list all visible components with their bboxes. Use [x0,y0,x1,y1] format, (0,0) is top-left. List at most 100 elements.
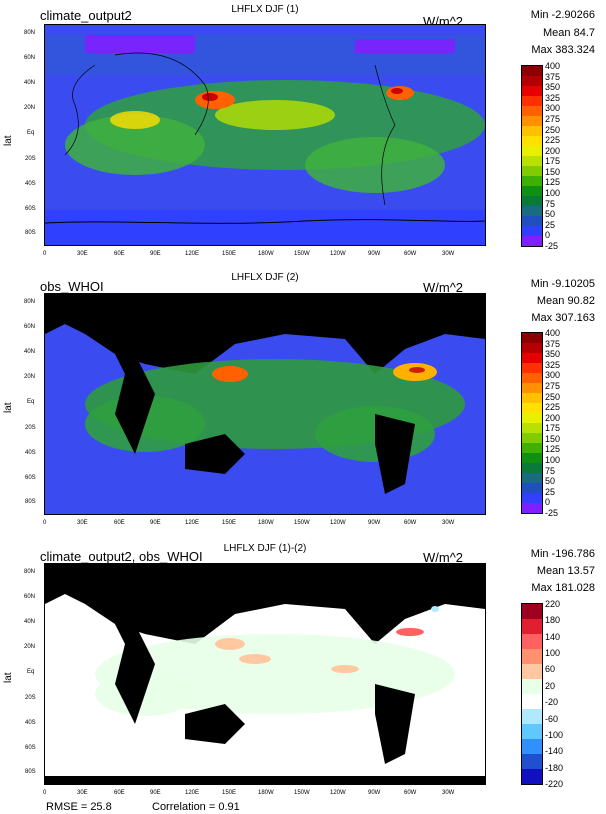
lon-tick: 0 [43,790,47,796]
colorbar-segment [522,383,542,393]
colorbar-segment [522,156,542,166]
lat-tick: 20N [24,105,36,111]
lon-tick: 0 [43,520,47,526]
colorbar [521,603,543,785]
lon-tick: 30E [77,251,88,257]
lat-tick: 80N [24,299,36,305]
colorbar-label: -100 [545,729,564,740]
map-difference [44,563,486,785]
colorbar-label: -25 [545,241,559,251]
rmse-text: RMSE = 25.8 [46,801,112,813]
colorbar-segment [522,619,542,634]
colorbar-label: 220 [545,599,561,609]
colorbar-label: 250 [545,124,561,135]
panel-difference: climate_output2, obs_WHOI LHFLX DJF (1)-… [0,540,606,814]
lon-tick: 120W [330,251,346,257]
lat-tick: 20N [24,644,36,650]
lon-tick: 120W [330,520,346,526]
panel-center-title: LHFLX DJF (1) [231,4,299,15]
colorbar-label: 400 [545,61,561,71]
colorbar-label: 300 [545,370,561,381]
colorbar-segment [522,739,542,754]
colorbar-segment [522,433,542,443]
lon-tick: 60E [114,790,125,796]
colorbar-segment [522,493,542,503]
lon-tick: 30E [77,790,88,796]
colorbar-label: 350 [545,349,561,360]
y-axis-label: lat [3,672,14,683]
lon-tick: 90W [368,520,381,526]
lat-tick: 40S [25,720,36,726]
colorbar-segment [522,453,542,463]
lat-tick: Eq [27,669,35,675]
lat-tick: 20S [25,695,36,701]
colorbar-segment [522,413,542,423]
lon-tick: 180W [258,520,274,526]
colorbar-segment [522,343,542,353]
lat-tick: 40N [24,619,36,625]
stat-max: Max 383.324 [531,44,595,56]
stat-mean: Mean 90.82 [536,295,595,307]
lon-tick: 180W [258,790,274,796]
colorbar-segment [522,443,542,453]
lon-tick: 90E [150,790,161,796]
colorbar-segment [522,86,542,96]
colorbar-label: 100 [545,455,561,466]
stat-min: Min -196.786 [530,548,595,560]
colorbar-segment [522,393,542,403]
lon-tick: 30W [442,520,455,526]
lon-tick: 120E [185,520,200,526]
lon-tick: 150W [294,790,310,796]
colorbar-segment [522,126,542,136]
lat-tick: 80N [24,569,36,575]
colorbar-label: -140 [545,746,564,757]
colorbar-label: 140 [545,631,561,642]
colorbar-label: 75 [545,198,556,209]
colorbar-label: 150 [545,433,561,444]
lat-tick: 40S [25,450,36,456]
colorbar-segment [522,754,542,769]
correlation-text: Correlation = 0.91 [152,801,240,813]
colorbar-segment [522,649,542,664]
lat-tick: 80S [25,499,36,505]
lat-tick: Eq [27,130,35,136]
colorbar-segment [522,216,542,226]
stat-min: Min -9.10205 [530,278,595,290]
panel-units: W/m^2 [423,550,464,565]
lat-tick: 60S [25,745,36,751]
lon-tick: 150E [222,251,237,257]
lat-tick: 80S [25,769,36,775]
colorbar [521,65,543,247]
lon-tick: 150W [294,520,310,526]
panel-left-title: climate_output2 [40,8,132,23]
colorbar-segment [522,186,542,196]
colorbar-label: 325 [545,359,561,370]
colorbar-segment [522,116,542,126]
lon-tick: 60W [404,251,417,257]
colorbar-segment [522,709,542,724]
colorbar-segment [522,403,542,413]
colorbar [521,332,543,514]
lat-tick: 40N [24,80,36,86]
colorbar-label: 150 [545,166,561,177]
colorbar-segment [522,503,542,513]
colorbar-label: 125 [545,444,561,455]
colorbar-label: 275 [545,380,561,391]
map-model [44,24,486,246]
panel-center-title: LHFLX DJF (2) [231,272,299,283]
colorbar-label: 125 [545,177,561,188]
colorbar-label: -20 [545,697,559,708]
colorbar-segment [522,333,542,343]
colorbar-segment [522,176,542,186]
lat-tick: 60N [24,55,36,61]
lat-tick: 60N [24,324,36,330]
colorbar-segment [522,136,542,146]
panel-obs: obs_WHOI LHFLX DJF (2) W/m^2 Min -9.1020… [0,270,606,540]
colorbar-segment [522,363,542,373]
colorbar-segment [522,604,542,619]
lon-tick: 120E [185,251,200,257]
colorbar-label: -60 [545,713,559,724]
stat-max: Max 181.028 [531,582,595,594]
lat-tick: 60S [25,206,36,212]
colorbar-segment [522,483,542,493]
